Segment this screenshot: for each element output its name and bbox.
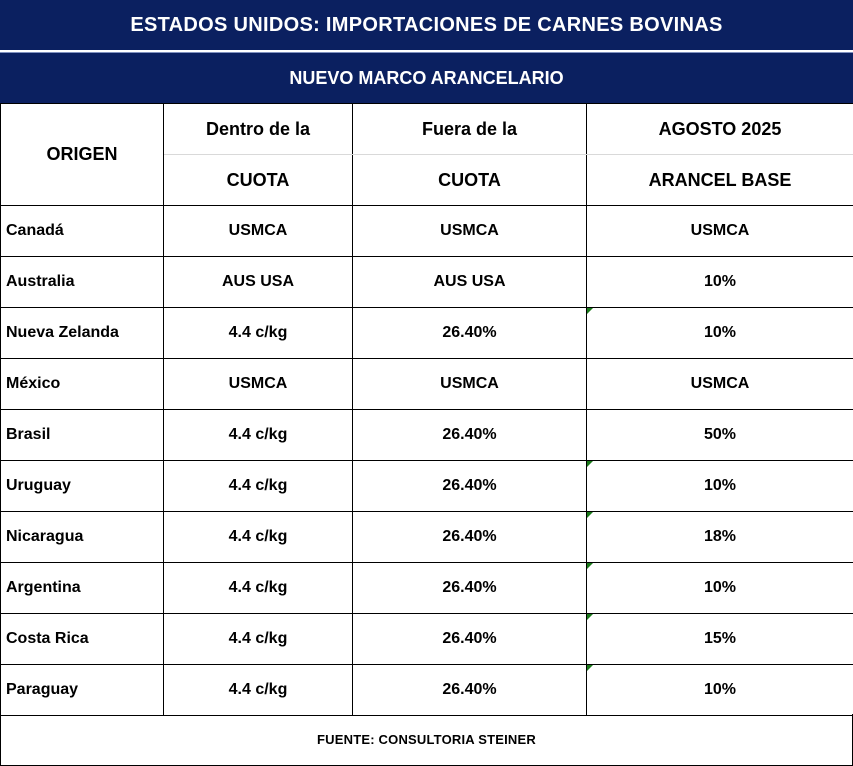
cell-arancel-base: USMCA	[586, 358, 853, 410]
cell-arancel-base: 15%	[586, 613, 853, 665]
header-agosto-line1: AGOSTO 2025	[586, 103, 853, 155]
cell-fuera-cuota: USMCA	[352, 358, 587, 410]
header-fuera-line1: Fuera de la	[352, 103, 587, 155]
cell-origen: Costa Rica	[0, 613, 164, 665]
cell-origen: Canadá	[0, 205, 164, 257]
table-row: Uruguay 4.4 c/kg 26.40% 10%	[0, 460, 853, 512]
cell-arancel-base: 10%	[586, 307, 853, 359]
table-header-row: ORIGEN Dentro de la Fuera de la AGOSTO 2…	[0, 103, 853, 206]
cell-dentro-cuota: 4.4 c/kg	[163, 409, 353, 461]
cell-arancel-base: 50%	[586, 409, 853, 461]
cell-dentro-cuota: AUS USA	[163, 256, 353, 308]
cell-fuera-cuota: 26.40%	[352, 613, 587, 665]
page-subtitle: NUEVO MARCO ARANCELARIO	[0, 52, 853, 103]
header-dentro-line1: Dentro de la	[163, 103, 353, 155]
table-row: Canadá USMCA USMCA USMCA	[0, 205, 853, 257]
cell-arancel-base: 10%	[586, 460, 853, 512]
cell-fuera-cuota: 26.40%	[352, 409, 587, 461]
cell-fuera-cuota: AUS USA	[352, 256, 587, 308]
cell-origen: Paraguay	[0, 664, 164, 716]
cell-dentro-cuota: 4.4 c/kg	[163, 613, 353, 665]
cell-fuera-cuota: 26.40%	[352, 511, 587, 563]
table-row: Paraguay 4.4 c/kg 26.40% 10%	[0, 664, 853, 716]
table-row: Nueva Zelanda 4.4 c/kg 26.40% 10%	[0, 307, 853, 359]
cell-origen: México	[0, 358, 164, 410]
header-dentro-line2: CUOTA	[163, 154, 353, 206]
cell-fuera-cuota: 26.40%	[352, 562, 587, 614]
cell-dentro-cuota: 4.4 c/kg	[163, 460, 353, 512]
cell-arancel-base: 18%	[586, 511, 853, 563]
cell-fuera-cuota: 26.40%	[352, 664, 587, 716]
table-row: Australia AUS USA AUS USA 10%	[0, 256, 853, 308]
table-row: Brasil 4.4 c/kg 26.40% 50%	[0, 409, 853, 461]
table-row: Costa Rica 4.4 c/kg 26.40% 15%	[0, 613, 853, 665]
cell-dentro-cuota: 4.4 c/kg	[163, 511, 353, 563]
source-footer: FUENTE: CONSULTORIA STEINER	[0, 714, 853, 766]
cell-dentro-cuota: 4.4 c/kg	[163, 562, 353, 614]
table-row: México USMCA USMCA USMCA	[0, 358, 853, 410]
table-row: Nicaragua 4.4 c/kg 26.40% 18%	[0, 511, 853, 563]
cell-arancel-base: USMCA	[586, 205, 853, 257]
cell-origen: Brasil	[0, 409, 164, 461]
cell-origen: Australia	[0, 256, 164, 308]
cell-fuera-cuota: 26.40%	[352, 307, 587, 359]
cell-dentro-cuota: USMCA	[163, 358, 353, 410]
header-origen: ORIGEN	[0, 103, 164, 206]
table-body: Canadá USMCA USMCA USMCA Australia AUS USA AUS…	[0, 205, 853, 716]
cell-dentro-cuota: 4.4 c/kg	[163, 664, 353, 716]
tariff-table: ORIGEN Dentro de la Fuera de la AGOSTO 2…	[0, 103, 853, 716]
page-title: ESTADOS UNIDOS: IMPORTACIONES DE CARNES …	[0, 0, 853, 50]
cell-arancel-base: 10%	[586, 562, 853, 614]
cell-fuera-cuota: 26.40%	[352, 460, 587, 512]
cell-arancel-base: 10%	[586, 256, 853, 308]
cell-fuera-cuota: USMCA	[352, 205, 587, 257]
cell-origen: Nueva Zelanda	[0, 307, 164, 359]
cell-origen: Nicaragua	[0, 511, 164, 563]
cell-arancel-base: 10%	[586, 664, 853, 716]
cell-dentro-cuota: 4.4 c/kg	[163, 307, 353, 359]
cell-origen: Argentina	[0, 562, 164, 614]
cell-origen: Uruguay	[0, 460, 164, 512]
table-row: Argentina 4.4 c/kg 26.40% 10%	[0, 562, 853, 614]
cell-dentro-cuota: USMCA	[163, 205, 353, 257]
header-fuera-line2: CUOTA	[352, 154, 587, 206]
header-arancel-line2: ARANCEL BASE	[586, 154, 853, 206]
